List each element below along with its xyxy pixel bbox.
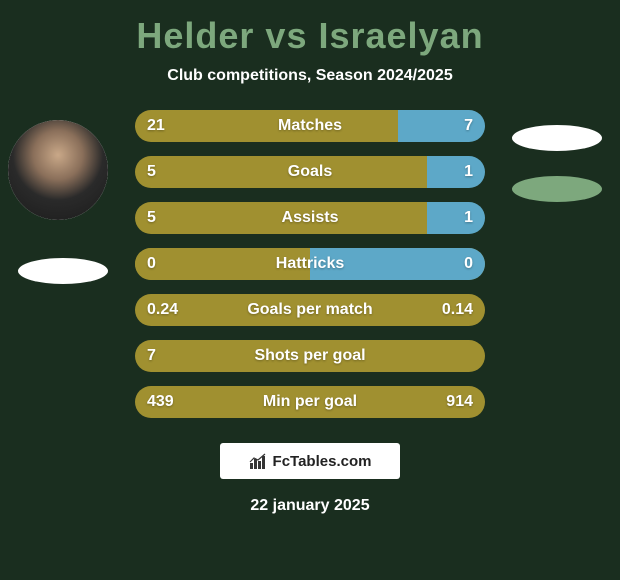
bar-label: Min per goal	[263, 393, 357, 411]
bar-label: Assists	[282, 209, 339, 227]
bar-left-fill	[135, 156, 427, 188]
player-left-avatar	[8, 120, 108, 220]
bar-right-fill	[427, 202, 485, 234]
stat-bar: 21 7 Matches	[135, 110, 485, 142]
stat-bar: 0 0 Hattricks	[135, 248, 485, 280]
bar-label: Shots per goal	[254, 347, 365, 365]
stat-bar: 5 1 Goals	[135, 156, 485, 188]
bar-label: Hattricks	[276, 255, 344, 273]
footer-logo-text: FcTables.com	[273, 453, 372, 470]
bar-value-left: 7	[147, 347, 156, 365]
stat-bar: 0.24 0.14 Goals per match	[135, 294, 485, 326]
bar-right-fill	[427, 156, 485, 188]
stat-bar: 7 Shots per goal	[135, 340, 485, 372]
comparison-card: Helder vs Israelyan Club competitions, S…	[0, 0, 620, 580]
bar-value-left: 0.24	[147, 301, 178, 319]
bar-value-right: 914	[446, 393, 473, 411]
footer-logo[interactable]: FcTables.com	[220, 443, 400, 479]
bar-label: Matches	[278, 117, 342, 135]
bar-value-left: 5	[147, 163, 156, 181]
subtitle: Club competitions, Season 2024/2025	[0, 67, 620, 85]
bar-value-right: 0	[464, 255, 473, 273]
bar-label: Goals	[288, 163, 332, 181]
bar-left-fill	[135, 110, 398, 142]
decoration-ellipse-right-2	[512, 176, 602, 202]
stat-bar: 439 914 Min per goal	[135, 386, 485, 418]
bar-value-left: 21	[147, 117, 165, 135]
bar-value-right: 0.14	[442, 301, 473, 319]
chart-icon	[249, 452, 267, 470]
bar-value-right: 1	[464, 209, 473, 227]
bar-value-right: 1	[464, 163, 473, 181]
bar-value-left: 5	[147, 209, 156, 227]
player-left-photo	[8, 120, 108, 220]
page-title: Helder vs Israelyan	[0, 15, 620, 57]
decoration-ellipse-right-1	[512, 125, 602, 151]
footer-date: 22 january 2025	[0, 497, 620, 515]
stat-bar: 5 1 Assists	[135, 202, 485, 234]
bar-value-right: 7	[464, 117, 473, 135]
bar-value-left: 0	[147, 255, 156, 273]
decoration-ellipse-left	[18, 258, 108, 284]
bar-label: Goals per match	[247, 301, 372, 319]
bar-value-left: 439	[147, 393, 174, 411]
